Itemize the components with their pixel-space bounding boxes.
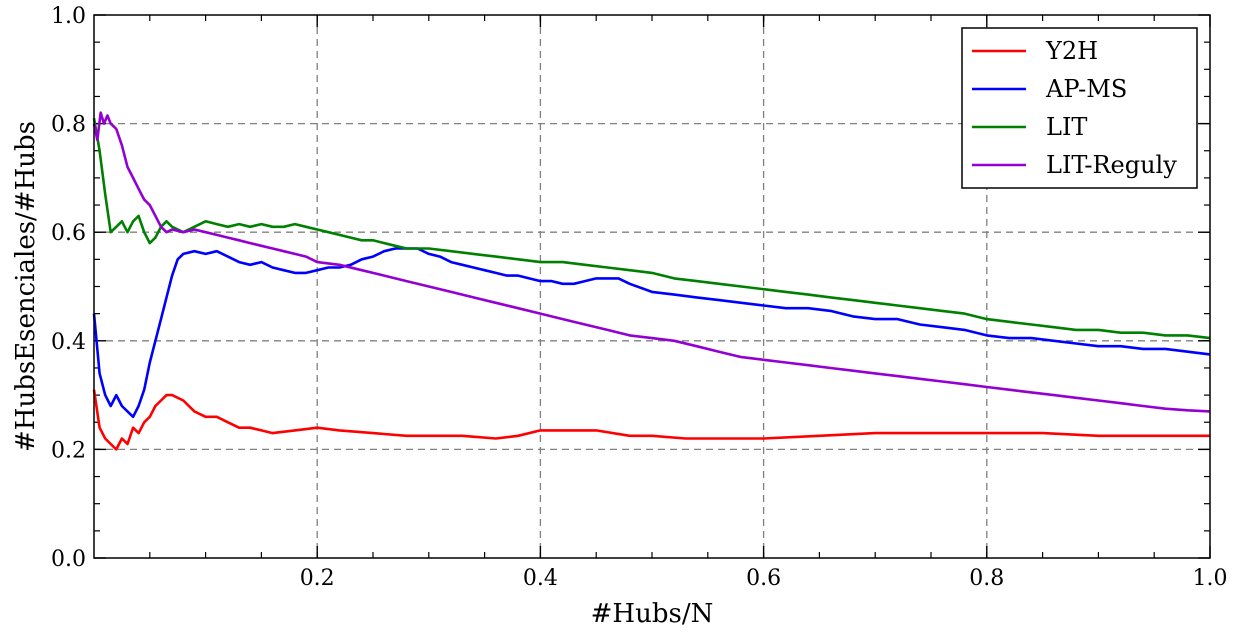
y-tick-label: 0.4: [51, 330, 86, 355]
legend-label-ap-ms: AP-MS: [1045, 75, 1127, 103]
series-line-lit-reguly: [92, 111, 1211, 413]
legend-label-lit-reguly: LIT-Reguly: [1046, 151, 1177, 179]
legend: Y2H AP-MS LIT LIT-Reguly: [961, 27, 1198, 189]
x-axis-label: #Hubs/N: [591, 599, 714, 629]
legend-label-lit: LIT: [1046, 113, 1087, 141]
series-line-y2h: [92, 389, 1210, 451]
y-tick-label: 0.8: [51, 113, 86, 138]
series-line-ap-ms: [92, 247, 1211, 419]
y-tick-label: 0.0: [51, 547, 86, 572]
x-tick-label: 0.6: [746, 566, 781, 591]
y-tick-labels: 0.0 0.2 0.4 0.6 0.8 1.0: [51, 4, 86, 572]
y-axis-label: #HubsEsenciales/#Hubs: [11, 121, 41, 452]
x-tick-label: 0.4: [523, 566, 558, 591]
series-lines: [92, 111, 1211, 451]
x-tick-label: 1.0: [1193, 566, 1228, 591]
y-tick-label: 1.0: [51, 4, 86, 29]
legend-label-y2h: Y2H: [1045, 37, 1098, 65]
legend-entries: Y2H AP-MS LIT LIT-Reguly: [972, 37, 1177, 179]
x-tick-label: 0.2: [300, 566, 335, 591]
y-tick-label: 0.2: [51, 438, 86, 463]
legend-box: [961, 27, 1198, 189]
x-tick-labels: 0.2 0.4 0.6 0.8 1.0: [300, 566, 1228, 591]
plot-frame: [93, 14, 1211, 559]
x-tick-label: 0.8: [969, 566, 1004, 591]
y-tick-label: 0.6: [51, 221, 86, 246]
